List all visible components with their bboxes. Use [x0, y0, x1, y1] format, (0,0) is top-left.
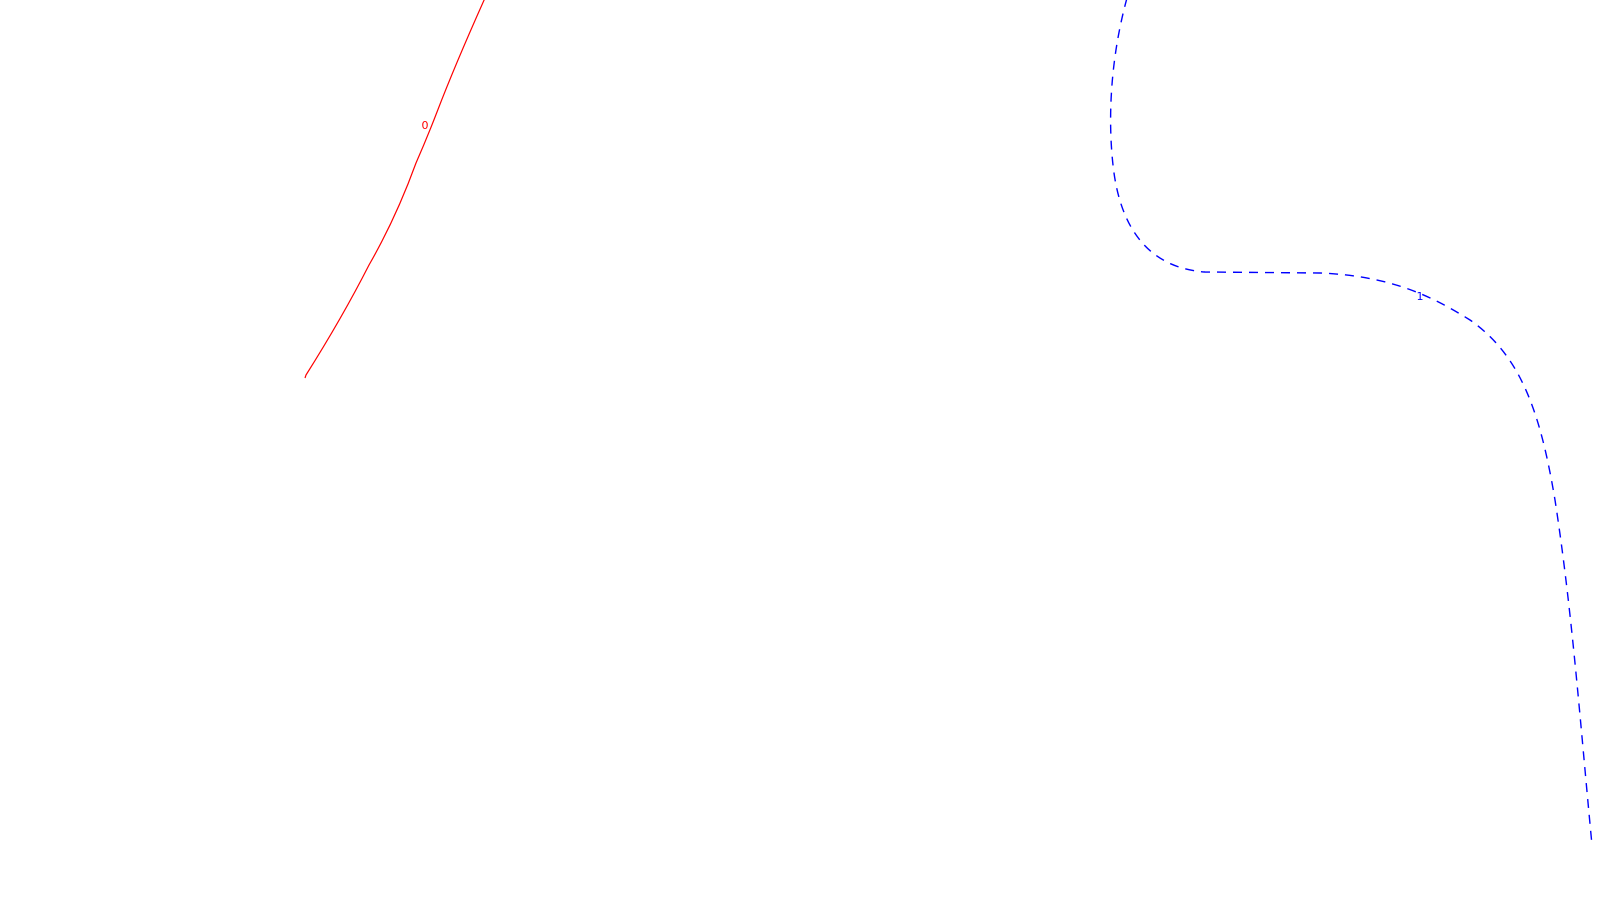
curve-label-1: 1: [1417, 290, 1424, 303]
curve-blue-dashed: [1109, 0, 1593, 846]
curve-label-0: 0: [422, 119, 429, 132]
curve-red-solid: [304, 0, 485, 379]
